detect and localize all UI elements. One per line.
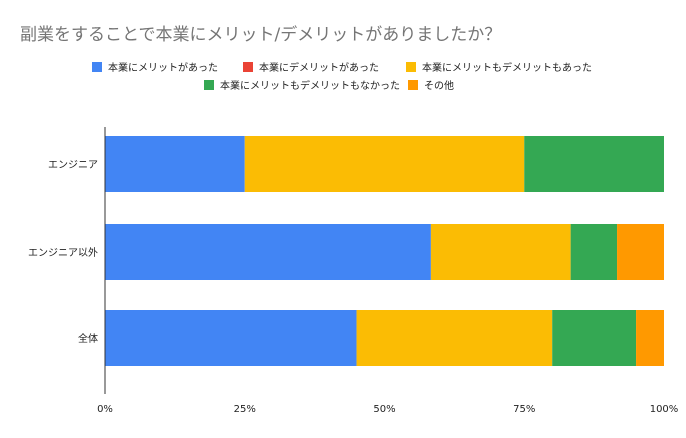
bar-3-series-3 (356, 310, 553, 366)
plot-area (105, 136, 664, 366)
value-axis: 0% 25% 50% 75% 100% (97, 127, 678, 415)
legend-label-5: その他 (424, 79, 454, 92)
bar-2-series-1 (105, 224, 431, 280)
bar-1-series-4 (524, 136, 664, 192)
bar-2-series-5 (617, 224, 664, 280)
legend-swatch-5 (408, 80, 418, 90)
category-label-3: 全体 (78, 332, 98, 345)
legend-label-4: 本業にメリットもデメリットもなかった (220, 79, 400, 92)
bar-2-series-3 (430, 224, 571, 280)
legend-swatch-3 (406, 62, 416, 72)
legend-swatch-2 (243, 62, 253, 72)
category-label-2: エンジニア以外 (28, 247, 98, 259)
chart-title: 副業をすることで本業にメリット/デメリットがありましたか？ (20, 25, 502, 45)
bar-1-series-1 (105, 136, 245, 192)
legend-swatch-4 (204, 80, 214, 90)
x-tick-label-1: 0% (97, 404, 113, 415)
legend-label-3: 本業にメリットもデメリットもあった (422, 61, 592, 74)
x-tick-label-4: 75% (513, 404, 535, 415)
legend-label-1: 本業にメリットがあった (108, 61, 218, 74)
legend-label-2: 本業にデメリットがあった (259, 61, 379, 74)
legend-swatch-1 (92, 62, 102, 72)
bar-1-series-3 (244, 136, 525, 192)
x-tick-label-5: 100% (650, 404, 679, 415)
bar-2-series-4 (570, 224, 618, 280)
category-label-1: エンジニア (48, 160, 98, 171)
bar-3-series-5 (636, 310, 664, 366)
x-tick-label-2: 25% (234, 404, 256, 415)
bar-3-series-1 (105, 310, 357, 366)
bar-3-series-4 (552, 310, 637, 366)
legend: 本業にメリットがあった 本業にデメリットがあった 本業にメリットもデメリットもあった… (92, 61, 592, 92)
x-tick-label-3: 50% (373, 404, 395, 415)
